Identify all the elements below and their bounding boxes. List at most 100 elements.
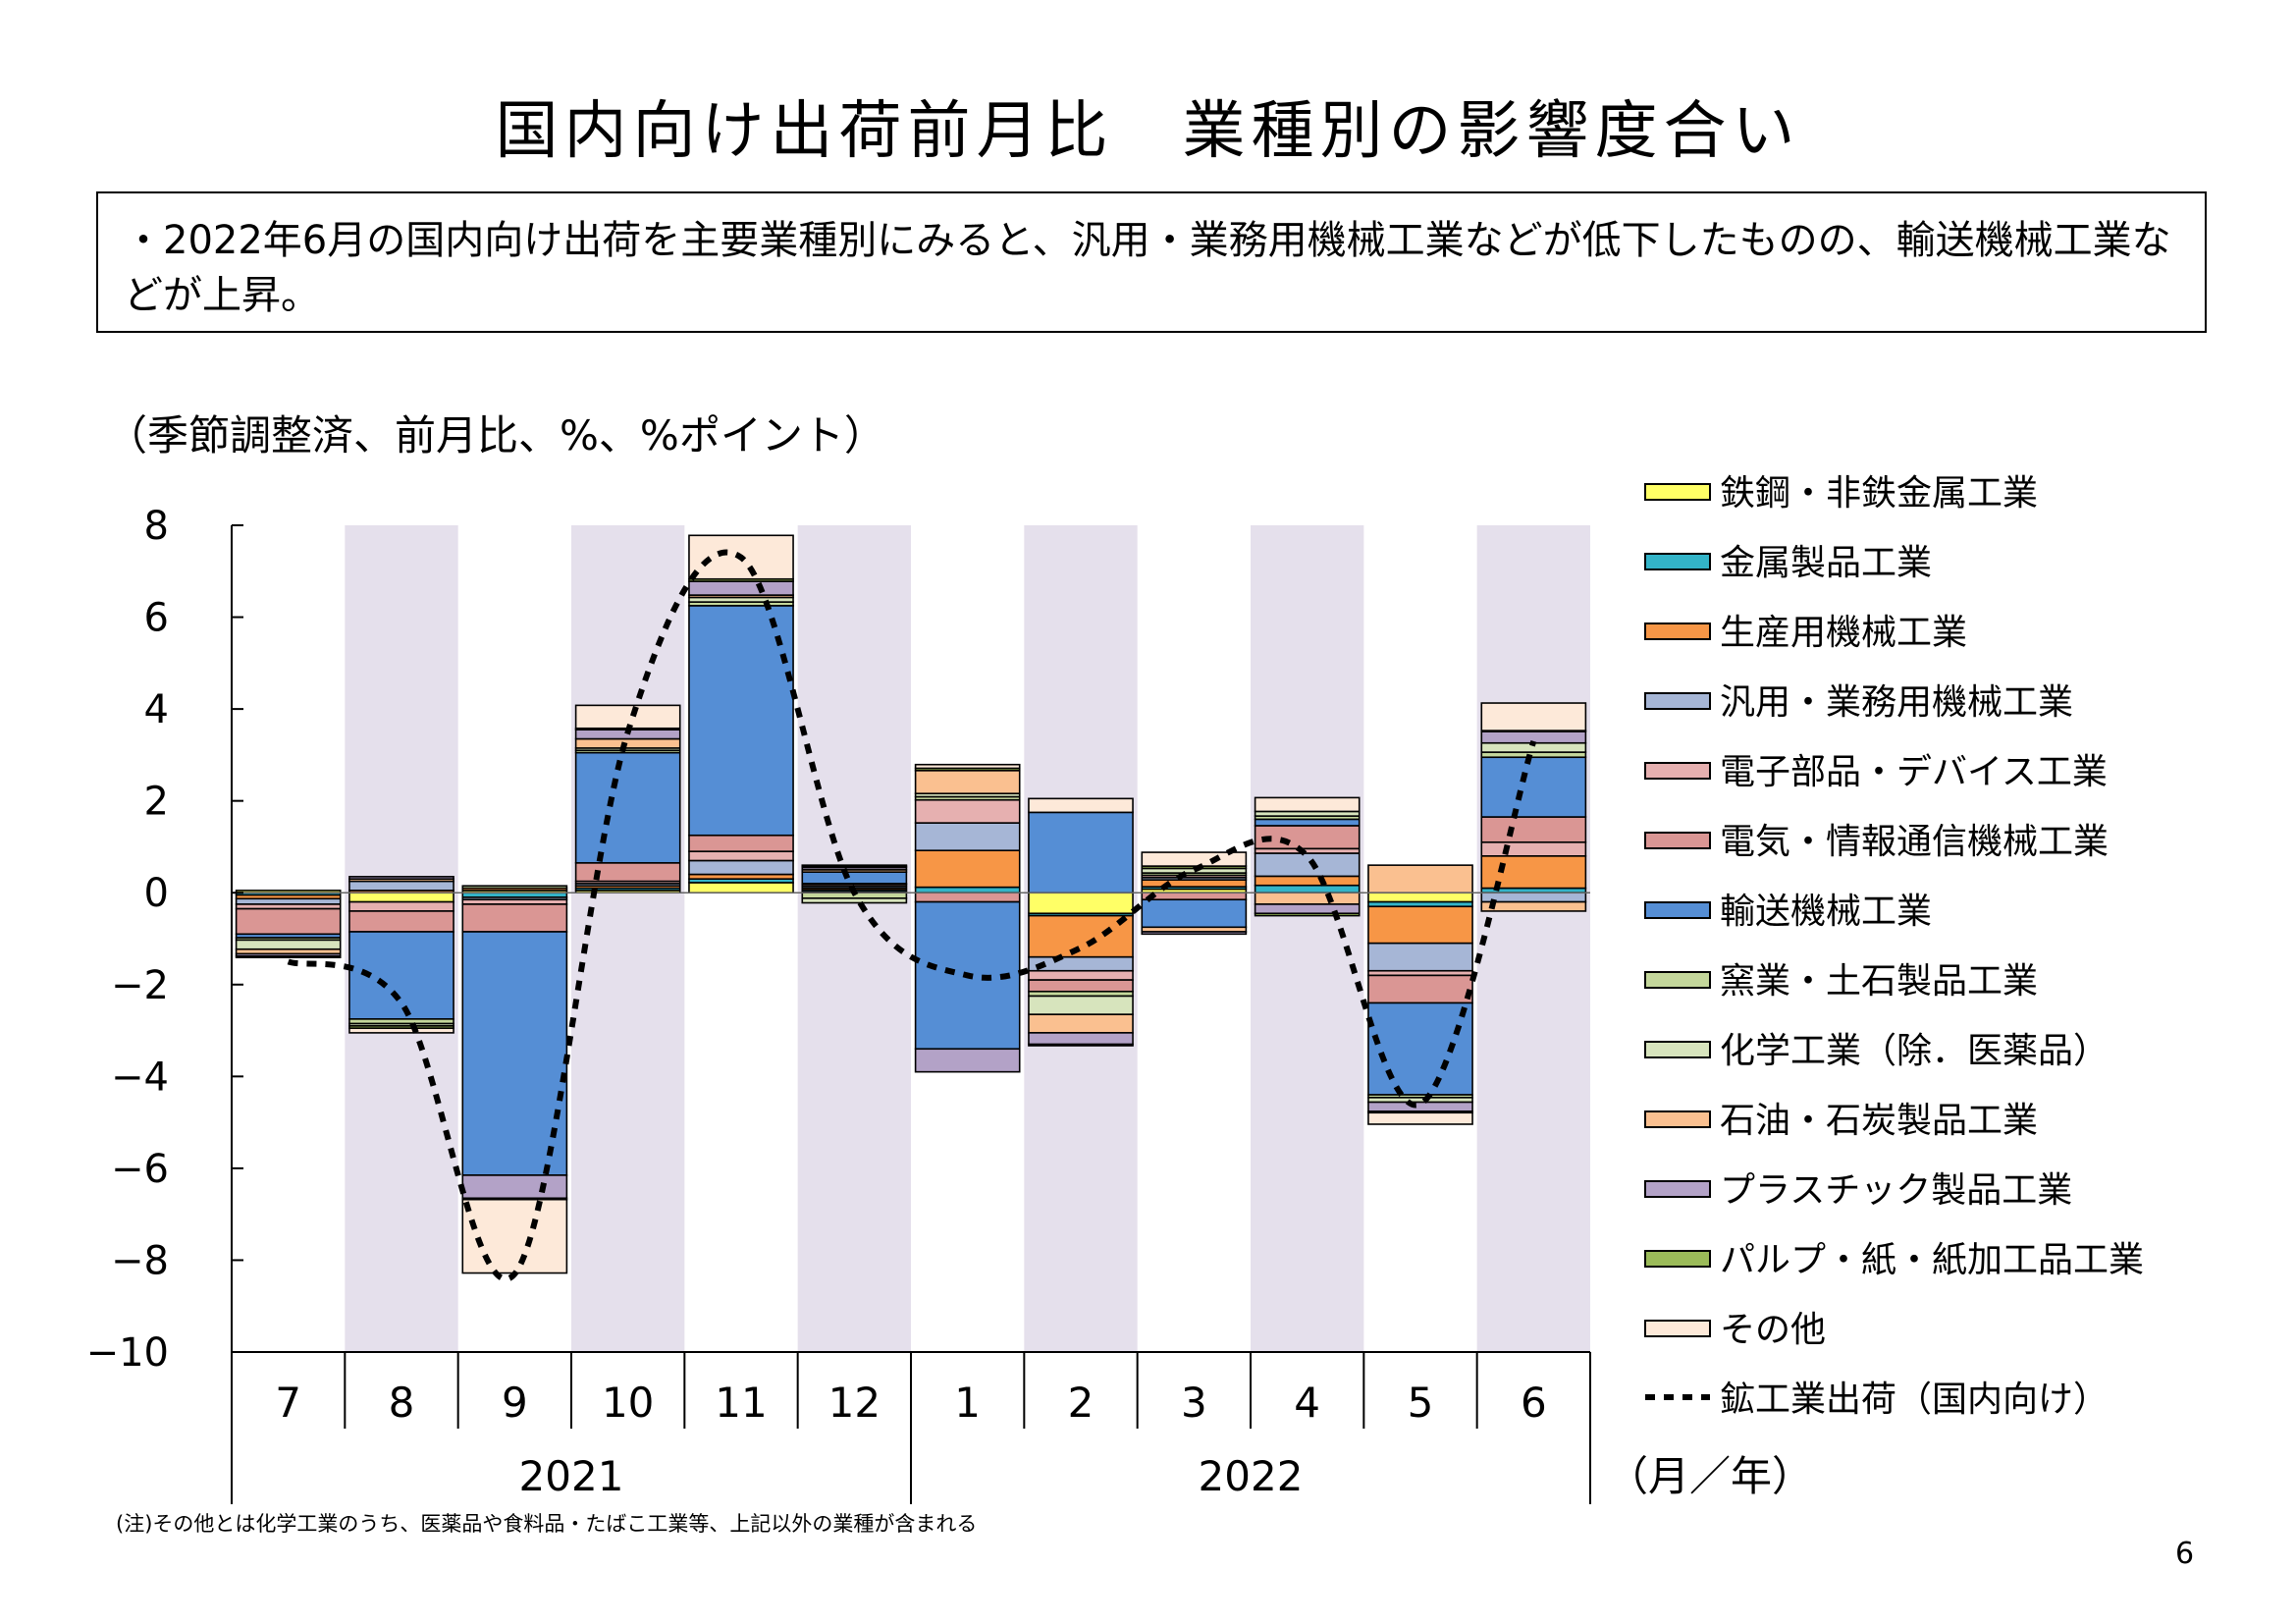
bar-segment-4-9 bbox=[1254, 892, 1361, 905]
x-tick-label-11: 11 bbox=[715, 1379, 767, 1427]
bar-segment-6-12 bbox=[1480, 702, 1587, 731]
legend-swatch-1 bbox=[1644, 553, 1711, 570]
y-tick-label-8: 8 bbox=[144, 504, 169, 549]
unit-note: （季節調整済、前月比、%、%ポイント） bbox=[106, 411, 885, 460]
x-tick-label-4: 4 bbox=[1294, 1379, 1320, 1427]
bar-segment-2-8 bbox=[1028, 995, 1134, 1015]
y-tick-label-4: 4 bbox=[144, 687, 169, 732]
bar-segment-4-3 bbox=[1254, 852, 1361, 878]
legend-swatch-7 bbox=[1644, 971, 1711, 989]
legend-label-8: 化学工業（除．医薬品） bbox=[1720, 1031, 2109, 1071]
legend-label-4: 電子部品・デバイス工業 bbox=[1720, 752, 2108, 792]
bar-segment-1-5 bbox=[914, 892, 1021, 903]
bar-segment-7-11 bbox=[235, 954, 342, 958]
legend-label-line: 鉱工業出荷（国内向け） bbox=[1720, 1380, 2109, 1420]
y-tick-label--4: −4 bbox=[111, 1055, 169, 1100]
bar-segment-3-10 bbox=[1141, 931, 1248, 936]
x-unit-label: （月／年） bbox=[1607, 1452, 1813, 1500]
legend-swatch-8 bbox=[1644, 1041, 1711, 1058]
legend-label-0: 鉄鋼・非鉄金属工業 bbox=[1720, 473, 2038, 514]
bar-segment-11-4 bbox=[688, 850, 794, 862]
bar-segment-2-2 bbox=[1028, 914, 1134, 958]
y-tick-label-0: 0 bbox=[144, 871, 169, 916]
y-tick-label-2: 2 bbox=[144, 780, 169, 825]
year-label-2021: 2021 bbox=[519, 1452, 624, 1500]
year-label-2022: 2022 bbox=[1199, 1452, 1304, 1500]
page-title: 国内向け出荷前月比 業種別の影響度合い bbox=[495, 95, 1801, 168]
bar-segment-5-9 bbox=[1367, 864, 1473, 894]
bar-segment-5-6 bbox=[1367, 1001, 1473, 1096]
bar-segment-6-9 bbox=[1480, 900, 1587, 912]
bar-segment-8-3 bbox=[348, 880, 454, 892]
bar-segment-6-6 bbox=[1480, 756, 1587, 818]
bar-segment-2-9 bbox=[1028, 1013, 1134, 1034]
bar-segment-9-5 bbox=[461, 903, 568, 933]
bar-segment-11-0 bbox=[688, 882, 794, 894]
x-tick-label-6: 6 bbox=[1521, 1379, 1547, 1427]
bar-segment-4-10 bbox=[1254, 903, 1361, 915]
bar-segment-9-12 bbox=[461, 1198, 568, 1274]
bar-segment-11-3 bbox=[688, 859, 794, 876]
bar-segment-2-10 bbox=[1028, 1032, 1134, 1046]
bar-segment-11-6 bbox=[688, 605, 794, 837]
bar-segment-10-6 bbox=[574, 751, 681, 864]
shaded-band-4 bbox=[1251, 525, 1364, 1352]
legend-swatch-0 bbox=[1644, 483, 1711, 501]
bar-segment-2-4 bbox=[1028, 969, 1134, 981]
bar-segment-8-10 bbox=[348, 876, 454, 880]
bar-segment-8-12 bbox=[348, 1027, 454, 1034]
bar-segment-12-8 bbox=[801, 897, 908, 904]
bar-segment-5-3 bbox=[1367, 942, 1473, 972]
legend-label-3: 汎用・業務用機械工業 bbox=[1720, 682, 2073, 723]
bar-segment-1-12 bbox=[914, 763, 1021, 770]
y-tick-label--8: −8 bbox=[111, 1238, 169, 1283]
legend-label-7: 窯業・土石製品工業 bbox=[1720, 961, 2038, 1001]
bar-segment-3-6 bbox=[1141, 898, 1248, 929]
y-axis: 8 6 4 2 0 −2 −4 −6 −8 −10 bbox=[86, 504, 243, 1376]
legend-swatch-12 bbox=[1644, 1320, 1711, 1337]
legend-swatch-4 bbox=[1644, 762, 1711, 780]
bar-segment-3-2 bbox=[1141, 879, 1248, 888]
shaded-band-10 bbox=[571, 525, 685, 1352]
bar-segment-2-6 bbox=[1028, 811, 1134, 894]
x-tick-label-5: 5 bbox=[1408, 1379, 1434, 1427]
bar-segment-10-5 bbox=[574, 862, 681, 883]
x-tick-label-8: 8 bbox=[389, 1379, 415, 1427]
total-line bbox=[287, 549, 1537, 1282]
legend-label-1: 金属製品工業 bbox=[1720, 543, 1932, 583]
legend-swatch-11 bbox=[1644, 1250, 1711, 1268]
legend-swatch-5 bbox=[1644, 832, 1711, 849]
legend-swatch-10 bbox=[1644, 1180, 1711, 1198]
x-tick-label-12: 12 bbox=[828, 1379, 881, 1427]
bar-segment-10-9 bbox=[574, 737, 681, 749]
bar-segment-8-0 bbox=[348, 892, 454, 903]
bar-segment-6-5 bbox=[1480, 816, 1587, 843]
bar-segment-5-12 bbox=[1367, 1111, 1473, 1125]
bar-segment-3-5 bbox=[1141, 892, 1248, 901]
bar-segment-4-11 bbox=[1254, 912, 1361, 917]
bar-segment-9-7 bbox=[461, 885, 568, 890]
x-tick-label-3: 3 bbox=[1181, 1379, 1207, 1427]
bar-segment-6-4 bbox=[1480, 840, 1587, 857]
legend-label-2: 生産用機械工業 bbox=[1720, 613, 1967, 653]
legend-label-11: パルプ・紙・紙加工品工業 bbox=[1720, 1240, 2144, 1280]
bar-segment-1-9 bbox=[914, 769, 1021, 794]
x-tick-label-9: 9 bbox=[502, 1379, 528, 1427]
bar-segment-11-10 bbox=[688, 580, 794, 596]
bar-segment-2-12 bbox=[1028, 797, 1134, 814]
bar-segment-4-2 bbox=[1254, 875, 1361, 887]
bar-segment-1-2 bbox=[914, 849, 1021, 889]
bar-segment-2-5 bbox=[1028, 979, 1134, 993]
bar-stacks bbox=[235, 534, 1587, 1274]
bar-segment-8-4 bbox=[348, 900, 454, 912]
y-tick-label--6: −6 bbox=[111, 1147, 169, 1192]
bar-segment-5-0 bbox=[1367, 892, 1473, 903]
footnote: (注)その他とは化学工業のうち、医薬品や食料品・たばこ工業等、上記以外の業種が含… bbox=[116, 1512, 978, 1536]
legend-label-6: 輸送機械工業 bbox=[1720, 892, 1932, 932]
legend-label-9: 石油・石炭製品工業 bbox=[1720, 1101, 2038, 1141]
bar-segment-2-0 bbox=[1028, 892, 1134, 915]
shaded-band-12 bbox=[797, 525, 911, 1352]
bar-segment-5-10 bbox=[1367, 1101, 1473, 1112]
